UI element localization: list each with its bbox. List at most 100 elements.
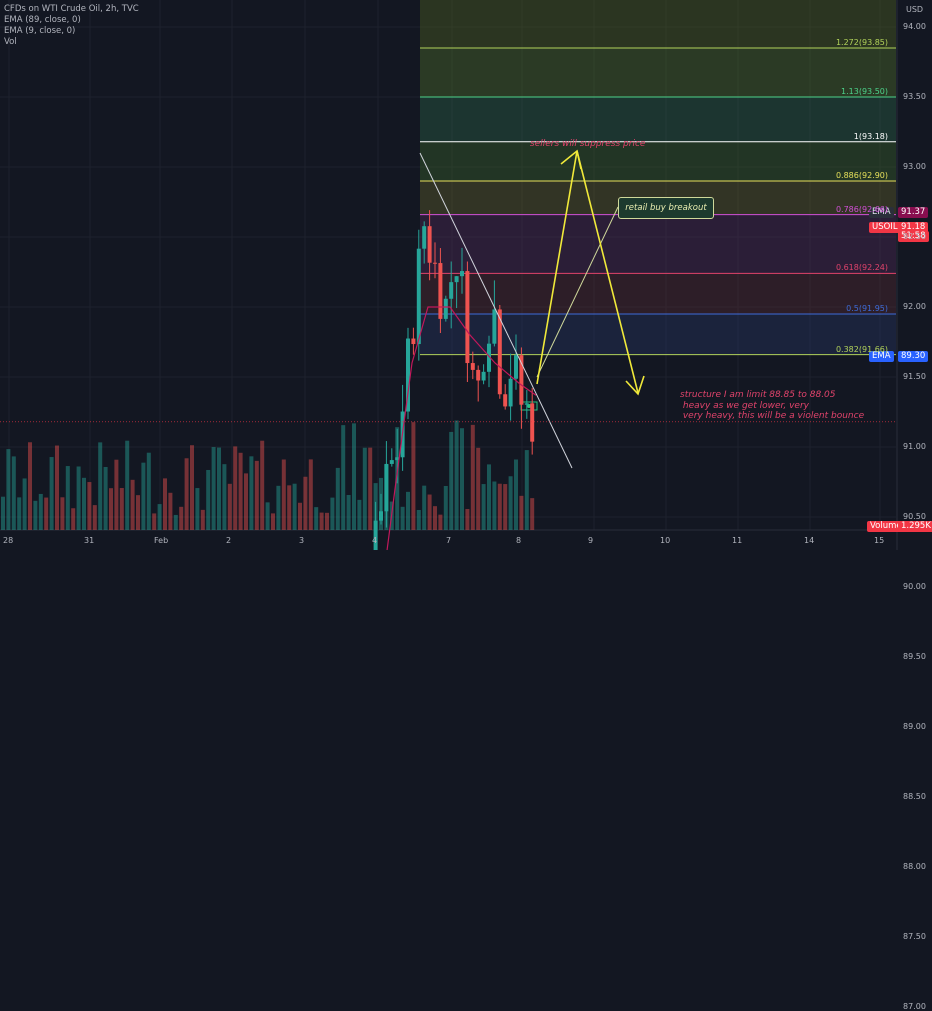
volume-bar: [211, 447, 216, 530]
volume-bar: [481, 484, 486, 530]
legend-ema-fast[interactable]: EMA (9, close, 0): [4, 26, 76, 36]
volume-bar: [524, 450, 529, 530]
fib-level-label: 0.618(92.24): [835, 263, 888, 273]
time-tick-label: Feb: [154, 536, 169, 545]
time-tick-label: 31: [84, 536, 95, 545]
fib-level-label: 0.886(92.90): [835, 171, 888, 180]
candle-body: [373, 520, 378, 550]
volume-bar: [438, 514, 443, 530]
volume-bar: [514, 459, 518, 530]
price-tick-label: 90.50: [903, 512, 926, 521]
volume-bar: [141, 462, 146, 530]
price-tick-label: 93.00: [903, 162, 926, 171]
candle-body: [438, 263, 443, 319]
volume-bar: [173, 514, 178, 530]
time-tick-label: 11: [732, 536, 743, 545]
volume-bar: [330, 497, 335, 530]
arrow-head-up: [560, 149, 582, 170]
volume-bar: [287, 485, 292, 530]
fib-level-label: 1.13(93.50): [841, 87, 888, 96]
candle-body: [514, 355, 518, 379]
price-tick-label: 88.50: [903, 792, 926, 801]
volume-bar: [346, 495, 351, 530]
volume-bar: [249, 456, 254, 530]
time-tick-label: 8: [516, 536, 522, 545]
volume-bar: [87, 482, 92, 530]
fib-zone: [420, 141, 896, 181]
fib-zone: [420, 214, 896, 274]
volume-bar: [400, 506, 405, 530]
fib-level-label: 1.272(93.85): [835, 38, 888, 47]
sellers-annotation[interactable]: sellers will suppress price: [530, 139, 646, 149]
candle-body: [379, 511, 383, 521]
volume-bar: [195, 488, 200, 530]
candle-body: [503, 394, 508, 407]
volume-bar: [433, 506, 437, 530]
time-tick-label: 10: [660, 536, 671, 545]
ema-fast-tag-label: EMA: [869, 207, 894, 218]
volume-bar: [265, 502, 270, 530]
volume-bar: [411, 422, 416, 530]
fib-level-label: 1(93.18): [853, 131, 888, 141]
price-tick-label: 87.50: [903, 932, 926, 941]
volume-bar: [395, 427, 400, 530]
volume-bar: [449, 431, 454, 530]
volume-tag-label: Volume: [867, 521, 905, 532]
ema-slow-tag-value: 89.30: [898, 351, 929, 362]
volume-bar: [406, 491, 410, 530]
volume-bar: [460, 428, 464, 530]
volume-bar: [416, 510, 421, 530]
fib-level-label: 0.786(92.66): [835, 204, 888, 214]
trend-line: [419, 152, 573, 469]
volume-bar: [130, 479, 135, 530]
legend-ema-slow[interactable]: EMA (89, close, 0): [4, 15, 81, 25]
time-tick-label: 7: [446, 536, 452, 545]
retail-breakout-callout[interactable]: retail buy breakout: [618, 197, 714, 219]
volume-bar: [244, 473, 248, 530]
volume-bar: [487, 464, 491, 530]
bar-countdown-tag: 51:58: [898, 231, 929, 242]
legend-volume[interactable]: Vol: [4, 37, 17, 47]
volume-bar: [6, 449, 11, 530]
price-chart[interactable]: [0, 0, 932, 550]
price-tick-label: 87.00: [903, 1002, 926, 1011]
fib-zone: [420, 273, 896, 314]
time-tick-label: 4: [372, 536, 378, 545]
note-icon-dot: [527, 404, 531, 408]
price-tick-label: 94.00: [903, 22, 926, 31]
time-tick-label: 9: [588, 536, 594, 545]
candle-body: [497, 309, 502, 395]
volume-bar: [217, 447, 221, 530]
volume-bar: [233, 446, 238, 530]
volume-bar: [303, 476, 308, 530]
volume-bar: [271, 513, 275, 530]
volume-bar: [179, 506, 184, 530]
currency-label: USD: [906, 5, 924, 14]
volume-bar: [373, 483, 378, 530]
volume-bar: [92, 505, 97, 530]
ema-fast-line: [386, 306, 537, 550]
fib-level-label: 0.5(91.95): [846, 304, 888, 313]
legend-title: CFDs on WTI Crude Oil, 2h, TVC: [4, 4, 139, 14]
structure-annotation[interactable]: structure I am limit 88.85 to 88.05 heav…: [680, 390, 865, 421]
volume-bar: [254, 460, 259, 530]
volume-bar: [146, 452, 151, 530]
time-tick-label: 28: [3, 536, 14, 545]
price-tick-label: 89.00: [903, 722, 926, 731]
volume-bar: [427, 494, 432, 530]
volume-bar: [260, 440, 265, 530]
callout-pointer: [536, 206, 619, 378]
candle-body: [395, 457, 400, 461]
candle-body: [454, 276, 459, 283]
volume-bar: [98, 442, 103, 530]
volume-bar: [28, 442, 32, 530]
candle-body: [433, 262, 437, 264]
volume-bar: [503, 484, 508, 530]
volume-bar: [492, 481, 497, 530]
fib-level-label: 0.382(91.66): [835, 344, 888, 354]
volume-bar: [184, 458, 189, 530]
volume-bar: [325, 512, 329, 530]
volume-bar: [65, 466, 70, 530]
candle-body: [476, 369, 481, 381]
volume-bar: [238, 452, 243, 530]
